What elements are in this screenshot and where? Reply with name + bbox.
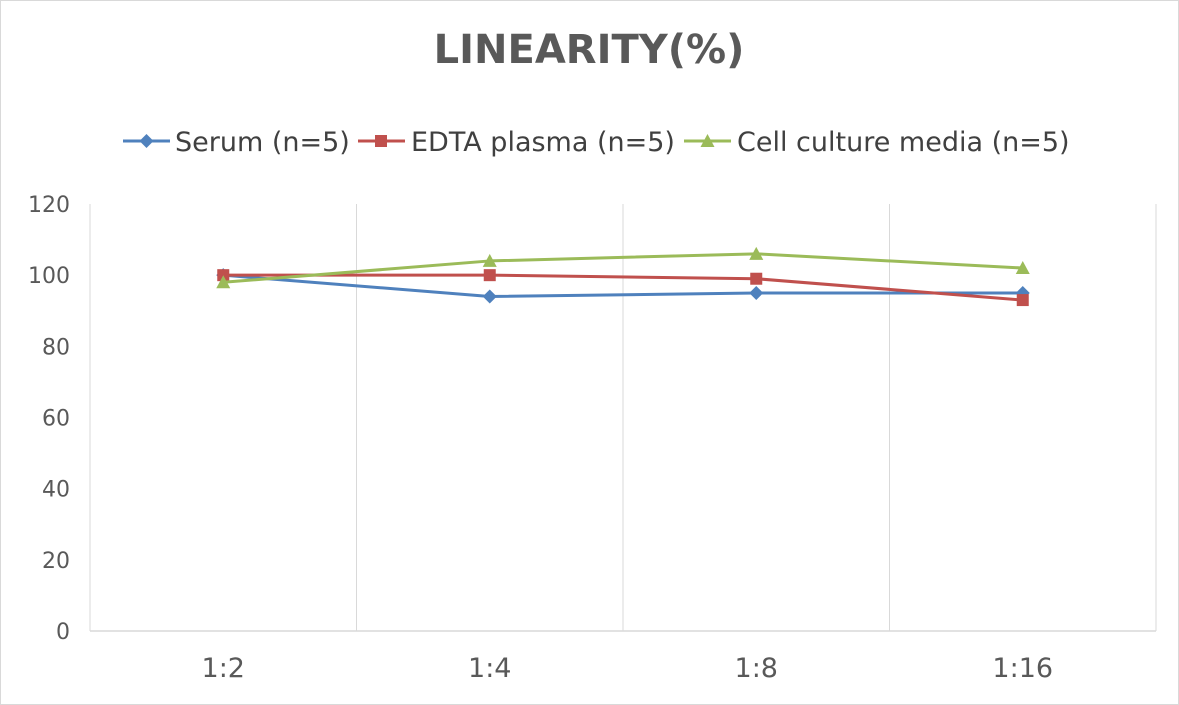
legend-item-cell-culture-media: Cell culture media (n=5) [684,127,1070,158]
legend-marker-edta-plasma [375,135,387,147]
y-tick-label: 120 [28,193,70,218]
y-axis-ticks: 0 20 40 60 80 100 120 [28,193,70,645]
x-axis-ticks: 1:2 1:4 1:8 1:16 [202,653,1054,684]
series-line-serum [223,273,1023,299]
gridlines [89,204,1157,631]
chart-title: LINEARITY(%) [434,27,745,73]
series-line-cell-culture-media [223,252,1023,284]
data-point-edta-plasma [1016,294,1029,307]
data-point-serum [482,289,497,304]
data-point-serum [749,285,764,300]
y-tick-label: 100 [28,264,70,289]
legend-label-serum: Serum (n=5) [175,127,350,158]
series-group [216,246,1030,307]
legend-item-serum: Serum (n=5) [123,127,350,158]
legend: Serum (n=5) EDTA plasma (n=5) Cell cultu… [123,127,1070,158]
data-point-edta-plasma [483,269,496,282]
data-point-edta-plasma [750,272,763,285]
data-point-cell-culture-media [216,275,231,289]
data-point-cell-culture-media [1015,261,1030,275]
series-cell-culture-media [216,246,1030,289]
y-tick-label: 80 [42,335,70,360]
legend-label-cell-culture-media: Cell culture media (n=5) [737,127,1070,158]
y-tick-label: 60 [42,407,70,432]
legend-marker-serum [139,134,154,148]
y-tick-label: 20 [42,549,70,574]
data-point-cell-culture-media [482,253,497,267]
data-point-edta-plasma [217,269,230,282]
y-tick-label: 0 [56,620,70,645]
data-point-cell-culture-media [749,246,764,260]
legend-label-edta-plasma: EDTA plasma (n=5) [411,127,675,158]
x-tick-label: 1:8 [735,653,778,684]
x-tick-label: 1:16 [992,653,1053,684]
legend-item-edta-plasma: EDTA plasma (n=5) [358,127,675,158]
x-tick-label: 1:4 [468,653,511,684]
series-edta-plasma [217,269,1029,307]
legend-marker-cell-culture-media [700,134,715,147]
series-line-edta-plasma [223,273,1023,302]
x-tick-label: 1:2 [202,653,245,684]
y-tick-label: 40 [42,478,70,503]
